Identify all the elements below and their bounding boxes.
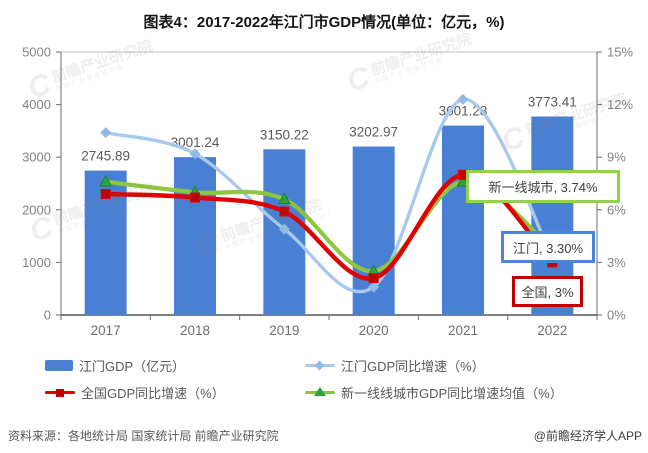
left-axis-tick-label: 0 <box>44 308 51 323</box>
annotation-jiangmen: 江门, 3.30% <box>501 231 595 263</box>
legend-label: 新一线线城市GDP同比增速均值（%） <box>341 385 563 401</box>
right-axis-tick-label: 0% <box>607 308 626 323</box>
gdp-bar-2018 <box>174 157 216 315</box>
right-axis-tick-label: 12% <box>607 97 633 112</box>
diamond-marker <box>457 93 469 105</box>
diamond-line-swatch-icon <box>305 359 335 371</box>
x-axis-label: 2018 <box>180 323 210 338</box>
left-axis-tick-label: 5000 <box>22 45 51 60</box>
annotation-national: 全国, 3% <box>512 276 583 307</box>
bar-swatch-icon <box>45 359 73 371</box>
left-axis-tick-label: 1000 <box>22 255 51 270</box>
right-axis-tick-label: 9% <box>607 150 626 165</box>
diamond-marker <box>278 223 290 235</box>
triangle-marker <box>277 192 291 204</box>
triangle-marker <box>99 174 113 187</box>
x-axis-label: 2022 <box>537 323 567 338</box>
bar-value-label: 2745.89 <box>81 149 130 164</box>
left-axis-tick-label: 3000 <box>22 150 51 165</box>
diamond-marker <box>368 281 380 293</box>
square-marker <box>100 189 111 200</box>
left-axis-tick-label: 4000 <box>22 97 51 112</box>
legend-item-new-tier1-growth: 新一线线城市GDP同比增速均值（%） <box>305 383 563 401</box>
triangle-marker <box>456 174 470 187</box>
legend-item-national-growth: 全国GDP同比增速（%） <box>45 383 225 401</box>
bar-value-label: 3150.22 <box>260 127 309 142</box>
diamond-marker <box>189 148 201 160</box>
bar-value-label: 3001.24 <box>171 135 220 150</box>
right-axis-tick-label: 3% <box>607 255 626 270</box>
legend-item-jiangmen-gdp: 江门GDP（亿元） <box>45 356 185 374</box>
left-axis-tick-label: 2000 <box>22 202 51 217</box>
right-axis-tick-label: 15% <box>607 45 633 60</box>
x-axis-label: 2020 <box>359 323 389 338</box>
x-axis-label: 2021 <box>448 323 478 338</box>
x-axis-label: 2019 <box>269 323 299 338</box>
annotation-new-tier1-cities: 新一线城市, 3.74% <box>466 170 620 203</box>
diamond-marker <box>100 127 112 139</box>
right-axis-tick-label: 6% <box>607 202 626 217</box>
bar-value-label: 3202.97 <box>349 125 398 140</box>
data-source-note: 资料来源：各地统计局 国家统计局 前瞻产业研究院 <box>8 429 279 443</box>
chart-title: 图表4：2017-2022年江门市GDP情况(单位：亿元，%) <box>143 14 505 31</box>
credit-note: @前瞻经济学人APP <box>533 429 642 443</box>
square-line-swatch-icon <box>45 386 75 398</box>
gdp-bar-2021 <box>442 125 484 316</box>
square-marker <box>279 206 290 217</box>
legend-label: 全国GDP同比增速（%） <box>81 385 225 401</box>
triangle-line-swatch-icon <box>305 386 335 398</box>
legend-label: 江门GDP同比增速（%） <box>341 358 485 374</box>
legend-label: 江门GDP（亿元） <box>79 358 186 374</box>
square-marker <box>190 192 200 203</box>
square-marker <box>368 273 379 284</box>
x-axis-label: 2017 <box>91 323 121 338</box>
bar-value-label: 3773.41 <box>528 95 577 110</box>
legend-item-jiangmen-growth: 江门GDP同比增速（%） <box>305 356 485 374</box>
